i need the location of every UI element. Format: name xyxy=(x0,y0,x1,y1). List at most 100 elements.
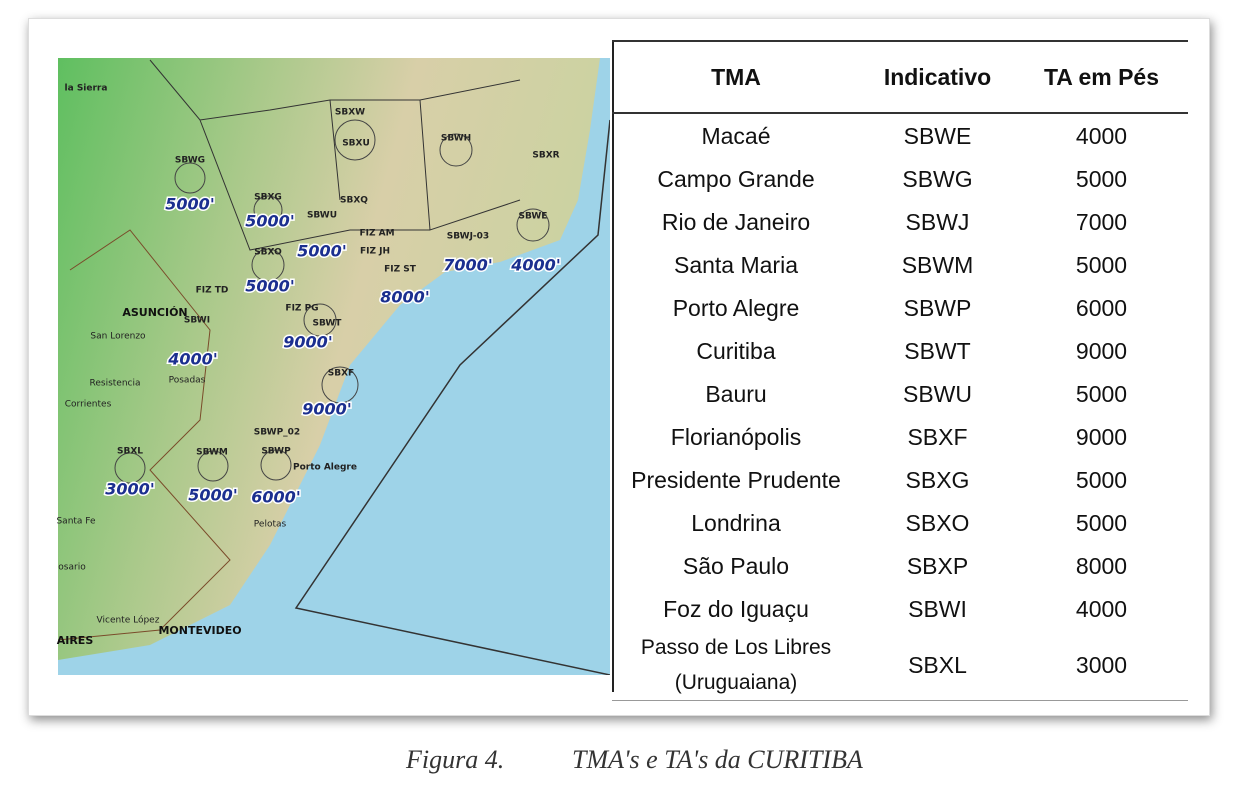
table-cell: 5000 xyxy=(1075,509,1128,536)
map-label: SBWP_02 xyxy=(254,428,300,438)
table-cell: 7000 xyxy=(1075,208,1128,235)
map-label: SBWT xyxy=(313,319,343,329)
map-label: MONTEVIDEO xyxy=(158,624,241,637)
table-row: Foz do Iguaçu SBWI 4000 xyxy=(612,587,1188,630)
map-label: 8000' xyxy=(380,288,429,307)
table-cell: 6000 xyxy=(1075,294,1128,321)
map-label: Posadas xyxy=(169,376,206,386)
map-label: SBWE xyxy=(519,212,548,222)
map-label: SBWH xyxy=(441,134,471,144)
table-cell: Campo Grande xyxy=(657,165,815,192)
table-cell: SBXF xyxy=(907,423,968,450)
table-cell: Curitiba xyxy=(696,337,776,364)
map-label: SBXW xyxy=(335,108,365,118)
table-cell: 5000 xyxy=(1075,380,1128,407)
table-cell: Porto Alegre xyxy=(672,294,800,321)
map-label: SBXR xyxy=(532,151,559,161)
map-label: SBXG xyxy=(254,193,282,203)
table-cell: Presidente Prudente xyxy=(631,466,841,493)
map-label: SBXF xyxy=(328,369,354,379)
map-label: San Lorenzo xyxy=(90,332,146,342)
map-label: SBWP xyxy=(261,447,291,457)
caption-text: TMA's e TA's da CURITIBA xyxy=(572,745,863,774)
map-label: 6000' xyxy=(251,488,300,507)
table-cell: Macaé xyxy=(701,122,771,149)
map-label: FIZ AM xyxy=(359,229,394,239)
table-row: Macaé SBWE 4000 xyxy=(612,113,1188,157)
table-row: Bauru SBWU 5000 xyxy=(612,372,1188,415)
map-label: Vicente López xyxy=(97,615,160,626)
table-row: Curitiba SBWT 9000 xyxy=(612,329,1188,372)
table-cell: 5000 xyxy=(1075,466,1128,493)
table-row: Porto Alegre SBWP 6000 xyxy=(612,286,1188,329)
map-label: SBWM xyxy=(196,448,228,458)
map-label: 4000' xyxy=(510,256,560,275)
table-row: Santa Maria SBWM 5000 xyxy=(612,243,1188,286)
table-cell: SBXL xyxy=(860,630,1015,701)
map-label: 5000' xyxy=(245,277,294,296)
table-cell: 9000 xyxy=(1075,423,1128,450)
map-label: 5000' xyxy=(188,486,237,505)
table-cell: SBWI xyxy=(908,595,967,622)
table-cell: 4000 xyxy=(1075,595,1128,622)
map-label: SBWG xyxy=(175,156,205,166)
map-label: osario xyxy=(58,563,86,573)
table-cell: SBWE xyxy=(903,122,972,149)
map-label: 9000' xyxy=(302,400,351,419)
column-header: Indicativo xyxy=(860,40,1015,114)
ta-table: TMA Indicativo TA em Pés Macaé SBWE 4000 Ca… xyxy=(612,40,1188,701)
map-label: FIZ JH xyxy=(360,247,390,257)
map-label: SBWJ-03 xyxy=(447,232,489,242)
table-cell: Bauru xyxy=(705,380,767,407)
table-cell: 5000 xyxy=(1075,251,1128,278)
map-label: 7000' xyxy=(443,256,492,275)
map-label: SBWI xyxy=(184,316,210,326)
table-divider xyxy=(612,40,614,692)
map-label: 9000' xyxy=(283,333,332,352)
map-label: SBXQ xyxy=(340,196,368,206)
map-label: FIZ PG xyxy=(285,304,318,314)
table-cell: Passo de Los Libres (Uruguaiana) xyxy=(612,630,860,701)
map-label: 4000' xyxy=(167,350,217,369)
table-cell: 5000 xyxy=(1075,165,1128,192)
table-cell: SBWT xyxy=(904,337,971,364)
table-row: Londrina SBXO 5000 xyxy=(612,501,1188,544)
table-cell: 9000 xyxy=(1075,337,1128,364)
map-label: Pelotas xyxy=(254,520,287,530)
map-label: Corrientes xyxy=(65,400,112,410)
map-label: SBXU xyxy=(342,139,370,149)
map-label: Resistencia xyxy=(90,379,141,389)
map-label: FIZ TD xyxy=(196,286,229,296)
column-header: TA em Pés xyxy=(1015,40,1188,114)
table-cell: SBXP xyxy=(906,552,969,579)
map-label: la Sierra xyxy=(65,84,108,94)
table-cell: 8000 xyxy=(1075,552,1128,579)
table-cell: SBWG xyxy=(902,165,973,192)
table-cell: SBWU xyxy=(903,380,972,407)
column-header: TMA xyxy=(612,40,860,114)
map-label: 5000' xyxy=(297,242,346,261)
map-label: 5000' xyxy=(245,212,294,231)
table-row: São Paulo SBXP 8000 xyxy=(612,544,1188,587)
map-label: AIRES xyxy=(57,634,94,647)
table-cell: 4000 xyxy=(1075,122,1128,149)
table-cell: Santa Maria xyxy=(673,251,798,278)
map-label: ASUNCIÓN xyxy=(122,306,187,319)
map-label: FIZ ST xyxy=(384,265,417,275)
map-label: 5000' xyxy=(165,195,214,214)
table-row: Rio de Janeiro SBWJ 7000 xyxy=(612,200,1188,243)
table-cell: Rio de Janeiro xyxy=(661,208,811,235)
map-label: Porto Alegre xyxy=(293,463,357,473)
table-cell: SBWM xyxy=(901,251,974,278)
map-label: SBWU xyxy=(307,211,337,221)
table-cell: 3000 xyxy=(1015,630,1188,701)
table-cell: SBWJ xyxy=(905,208,970,235)
table-row: Presidente Prudente SBXG 5000 xyxy=(612,458,1188,501)
caption-number: Figura 4. xyxy=(406,745,505,774)
map-label: 3000' xyxy=(105,480,154,499)
table-cell: Londrina xyxy=(691,509,781,536)
map-label: SBXL xyxy=(117,447,143,457)
table-cell: Foz do Iguaçu xyxy=(663,595,809,622)
